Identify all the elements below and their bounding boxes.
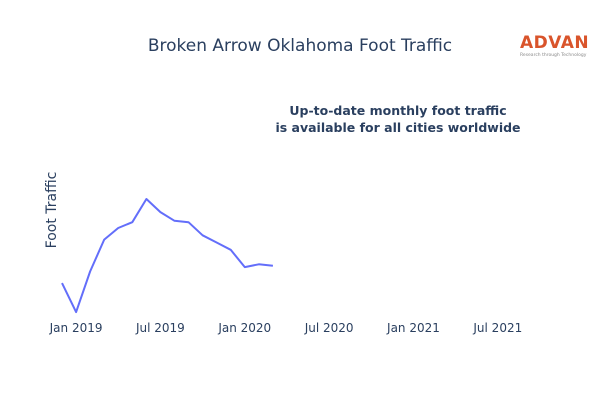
x-axis-ticks: Jan 2019 Jul 2019 Jan 2020 Jul 2020 Jan 2021… bbox=[49, 321, 523, 335]
annotation-line-1: Up-to-date monthly foot traffic bbox=[289, 103, 506, 118]
x-tick-label: Jul 2020 bbox=[304, 321, 354, 335]
y-axis-label: Foot Traffic bbox=[44, 172, 60, 249]
x-tick-label: Jan 2021 bbox=[386, 321, 440, 335]
series-layer bbox=[61, 198, 273, 314]
annotation-line-2: is available for all cities worldwide bbox=[275, 120, 520, 135]
brand-tagline: Research through Technology bbox=[520, 52, 587, 58]
chart-annotation: Up-to-date monthly foot traffic is avail… bbox=[275, 103, 520, 135]
x-tick-label: Jan 2019 bbox=[49, 321, 103, 335]
series-line-0 bbox=[61, 198, 273, 314]
x-tick-label: Jul 2019 bbox=[135, 321, 185, 335]
x-tick-label: Jul 2021 bbox=[472, 321, 522, 335]
brand-name: ADVAN bbox=[520, 33, 589, 53]
chart-title: Broken Arrow Oklahoma Foot Traffic bbox=[148, 36, 452, 56]
x-tick-label: Jan 2020 bbox=[217, 321, 271, 335]
brand-logo: ADVAN Research through Technology bbox=[520, 33, 589, 58]
